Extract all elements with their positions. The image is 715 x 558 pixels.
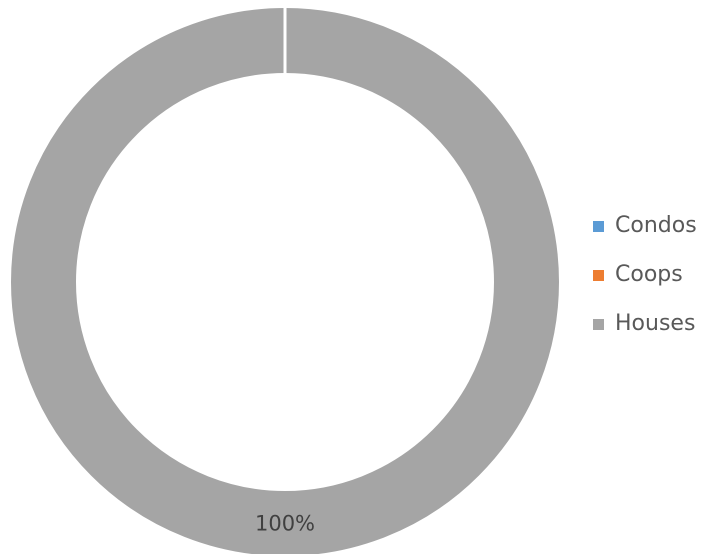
doughnut-slices: [11, 7, 559, 556]
legend-label-coops: Coops: [615, 262, 683, 287]
legend-label-condos: Condos: [615, 213, 697, 238]
legend-item-condos: Condos: [593, 214, 715, 238]
legend-label-houses: Houses: [615, 311, 696, 336]
legend-swatch-condos: [593, 220, 604, 232]
legend-swatch-coops: [593, 269, 604, 281]
data-label-houses: 100%: [255, 512, 315, 536]
slice-houses: [11, 8, 559, 556]
legend-item-houses: Houses: [593, 312, 715, 336]
legend-swatch-houses: [593, 318, 604, 330]
data-labels: 100%: [255, 512, 315, 536]
legend-item-coops: Coops: [593, 263, 715, 287]
chart-legend: Condos Coops Houses: [593, 214, 715, 336]
